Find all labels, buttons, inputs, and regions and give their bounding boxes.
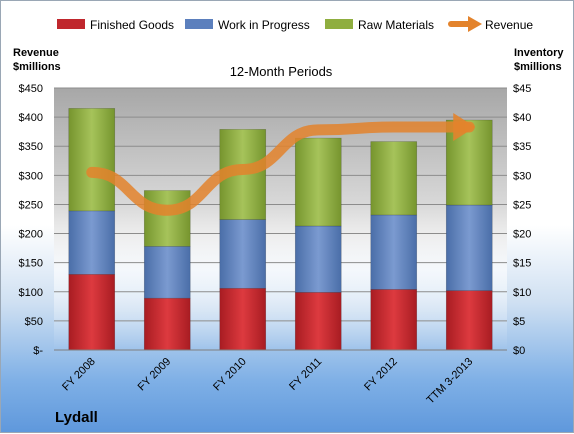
bar-finished-goods-2 [219,287,267,351]
bar-finished-goods-3 [294,292,342,351]
right-tick-label-3: $15 [513,258,531,270]
bar-work-in-progress-3 [294,225,342,293]
legend-swatch-finished-goods [57,19,85,29]
right-tick-label-6: $30 [513,170,531,182]
bar-finished-goods-1 [143,297,191,351]
x-tick-label-2: FY 2010 [211,356,249,394]
company-name: Lydall [55,409,98,426]
bar-finished-goods-0 [68,274,116,351]
x-tick-label-4: FY 2012 [362,356,400,394]
bar-raw-materials-3 [294,137,342,227]
bar-work-in-progress-0 [68,210,116,275]
left-tick-label-0: $- [33,345,43,357]
bar-raw-materials-4 [370,141,418,216]
right-tick-label-0: $0 [513,345,525,357]
right-tick-label-4: $20 [513,229,531,241]
left-axis-title-line2: $millions [13,61,61,73]
legend-label-revenue: Revenue [485,18,533,32]
right-tick-label-9: $45 [513,83,531,95]
left-tick-label-8: $400 [19,112,43,124]
gridlines [54,87,507,322]
legend-label-raw-materials: Raw Materials [358,18,434,32]
legend: Finished Goods Work in Progress Raw Mate… [57,16,533,32]
legend-label-work-in-progress: Work in Progress [218,18,310,32]
bar-work-in-progress-1 [143,246,191,299]
left-tick-label-1: $50 [25,316,43,328]
right-tick-label-7: $35 [513,141,531,153]
right-tick-label-2: $10 [513,287,531,299]
bars [68,108,493,351]
legend-swatch-work-in-progress [185,19,213,29]
left-tick-label-2: $100 [19,287,43,299]
legend-swatch-raw-materials [325,19,353,29]
left-tick-label-9: $450 [19,83,43,95]
bar-finished-goods-4 [370,289,418,351]
x-tick-label-0: FY 2008 [60,356,98,394]
legend-arrow-revenue-icon [448,16,482,32]
chart-subtitle: 12-Month Periods [230,64,333,79]
revenue-line [86,121,475,216]
left-tick-label-3: $150 [19,258,43,270]
left-axis-ticks: $- $50 $100 $150 $200 $250 $300 $350 $400 $450 [19,83,44,357]
x-tick-label-1: FY 2009 [136,356,174,394]
bar-raw-materials-1 [143,190,191,247]
revenue-arrow-head [453,113,476,142]
left-axis-title-line1: Revenue [13,47,59,59]
bar-raw-materials-5 [445,119,493,206]
right-axis-ticks: $0 $5 $10 $15 $20 $25 $30 $35 $40 $45 [513,83,531,357]
right-tick-label-8: $40 [513,112,531,124]
bar-finished-goods-5 [445,290,493,351]
bar-work-in-progress-4 [370,214,418,290]
right-tick-label-1: $5 [513,316,525,328]
bar-work-in-progress-5 [445,204,493,291]
left-tick-label-7: $350 [19,141,43,153]
bar-work-in-progress-2 [219,219,267,289]
left-tick-label-5: $250 [19,199,43,211]
x-tick-label-5: TTM 3-2013 [425,356,476,407]
right-axis-title-line2: $millions [514,61,562,73]
legend-label-finished-goods: Finished Goods [90,18,174,32]
x-axis-ticks: FY 2008 FY 2009 FY 2010 FY 2011 FY 2012 TTM 3… [60,356,475,407]
x-tick-label-3: FY 2011 [287,356,324,393]
left-tick-label-4: $200 [19,229,43,241]
revenue-line-group [86,113,476,216]
bar-raw-materials-0 [68,108,116,212]
right-tick-label-5: $25 [513,199,531,211]
left-tick-label-6: $300 [19,170,43,182]
right-axis-title-line1: Inventory [514,47,564,59]
